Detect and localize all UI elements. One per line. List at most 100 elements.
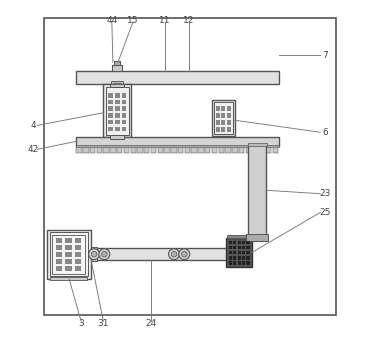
Bar [239, 146, 244, 153]
Bar [76, 146, 82, 153]
Text: 42: 42 [28, 145, 39, 154]
Bar [104, 146, 109, 153]
Bar [96, 146, 102, 153]
Bar [237, 246, 240, 249]
Bar [56, 238, 62, 243]
Bar [115, 127, 120, 131]
Bar [242, 240, 245, 244]
Circle shape [99, 249, 110, 260]
Bar [233, 261, 236, 265]
Bar [65, 238, 72, 243]
Bar [122, 93, 126, 98]
Bar [216, 106, 220, 111]
Bar [90, 146, 95, 153]
Bar [185, 146, 190, 153]
Bar [52, 235, 85, 274]
Bar [221, 106, 225, 111]
Bar [226, 146, 231, 153]
Bar [233, 240, 236, 244]
Text: 3: 3 [78, 319, 84, 328]
Text: 15: 15 [127, 16, 139, 25]
Bar [227, 120, 231, 125]
Bar [74, 252, 81, 257]
Bar [237, 251, 240, 255]
Bar [137, 146, 143, 153]
Bar [242, 251, 245, 255]
Bar [114, 61, 120, 65]
Bar [47, 229, 91, 279]
Bar [266, 146, 272, 153]
Bar [246, 261, 249, 265]
Bar [221, 127, 225, 131]
Bar [227, 113, 231, 118]
Text: 31: 31 [98, 319, 109, 328]
Circle shape [169, 249, 180, 260]
Bar [56, 259, 62, 264]
Bar [111, 81, 123, 84]
Bar [43, 18, 335, 315]
Bar [237, 240, 240, 244]
Bar [229, 246, 232, 249]
Bar [56, 252, 62, 257]
Bar [76, 145, 279, 146]
Bar [115, 93, 120, 98]
Bar [91, 247, 98, 261]
Bar [216, 127, 220, 131]
Bar [76, 137, 279, 146]
Bar [227, 127, 231, 131]
Bar [157, 146, 163, 153]
Bar [221, 113, 225, 118]
Circle shape [102, 251, 107, 257]
Circle shape [91, 251, 97, 257]
Bar [122, 120, 126, 125]
Bar [252, 146, 258, 153]
Circle shape [181, 251, 187, 257]
Bar [108, 127, 113, 131]
Bar [108, 106, 113, 111]
Bar [112, 65, 122, 71]
Bar [218, 146, 224, 153]
Text: 25: 25 [320, 208, 331, 217]
Bar [233, 256, 236, 260]
Bar [74, 238, 81, 243]
Bar [259, 146, 265, 153]
Bar [144, 146, 150, 153]
Bar [110, 135, 124, 139]
Bar [115, 113, 120, 118]
Bar [229, 251, 232, 255]
Bar [242, 256, 245, 260]
Bar [108, 120, 113, 125]
Circle shape [89, 249, 99, 260]
Bar [246, 240, 249, 244]
Bar [229, 261, 232, 265]
Bar [103, 84, 131, 137]
Bar [246, 251, 249, 255]
Bar [115, 106, 120, 111]
Bar [226, 238, 252, 267]
Bar [122, 113, 126, 118]
Bar [56, 245, 62, 250]
Bar [108, 99, 113, 104]
Bar [106, 87, 129, 135]
Bar [248, 143, 267, 145]
Bar [131, 146, 136, 153]
Bar [113, 83, 122, 84]
Bar [124, 146, 129, 153]
Bar [229, 256, 232, 260]
Bar [151, 146, 156, 153]
Bar [214, 103, 233, 134]
Bar [246, 246, 249, 249]
Bar [229, 240, 232, 244]
Bar [233, 251, 236, 255]
Bar [65, 245, 72, 250]
Bar [50, 232, 88, 276]
Bar [117, 146, 122, 153]
Bar [227, 106, 231, 111]
Text: 44: 44 [106, 16, 117, 25]
Bar [108, 93, 113, 98]
Bar [110, 146, 116, 153]
Text: 23: 23 [320, 189, 331, 198]
Bar [221, 120, 225, 125]
Bar [242, 261, 245, 265]
Bar [165, 146, 170, 153]
